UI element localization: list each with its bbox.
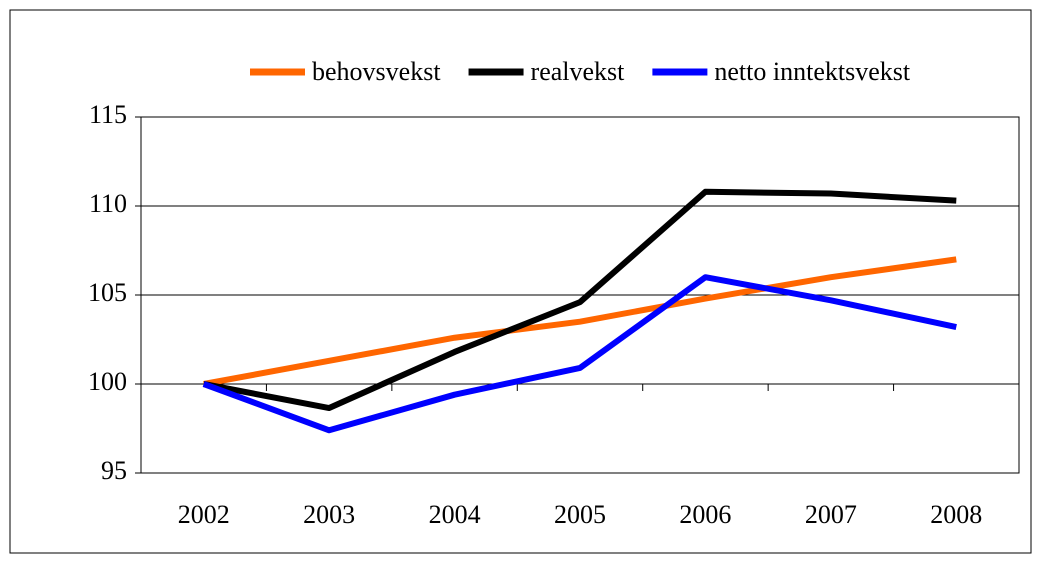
y-tick-label: 110 [89,189,127,218]
data-line [203,256,957,387]
legend-label: realvekst [531,57,626,86]
legend-label: netto inntektsvekst [714,57,910,86]
data-line [203,188,957,412]
x-tick-label: 2002 [178,500,230,529]
legend-label: behovsvekst [312,57,441,86]
x-tick-label: 2004 [429,500,481,529]
y-tick-label: 95 [101,456,127,485]
x-tick-label: 2006 [679,500,731,529]
data-line [202,274,957,434]
x-tick-label: 2007 [805,500,857,529]
x-tick-label: 2005 [554,500,606,529]
x-tick-label: 2003 [303,500,355,529]
x-tick-label: 2008 [930,500,982,529]
y-tick-label: 100 [88,367,127,396]
chart-frame [9,9,1032,554]
y-tick-label: 105 [88,278,127,307]
y-tick-label: 115 [89,100,127,129]
